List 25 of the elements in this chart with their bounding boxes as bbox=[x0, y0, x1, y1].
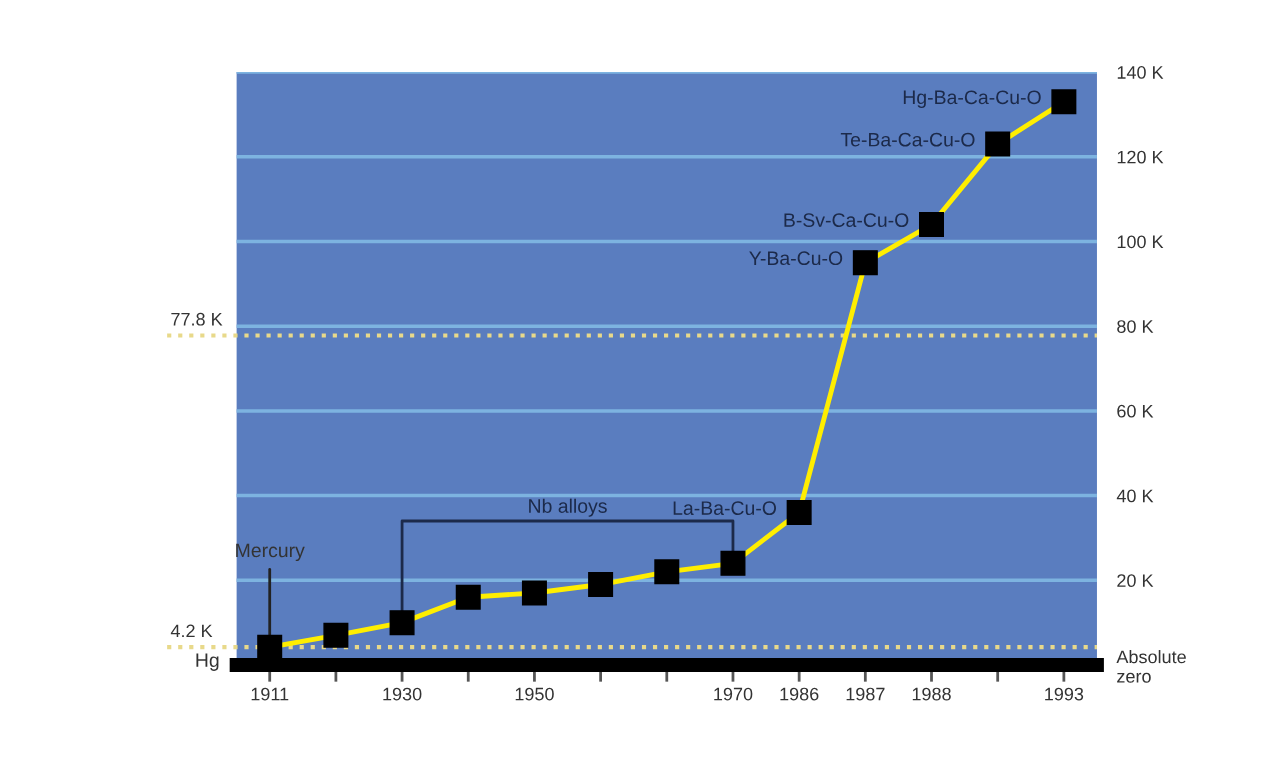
y-tick-label: 140 K bbox=[1117, 66, 1164, 79]
x-tick-label: 1911 bbox=[251, 687, 289, 701]
ref-line-label: 77.8 K bbox=[171, 312, 223, 326]
annotation: Nb alloys bbox=[529, 498, 607, 517]
y-tick-label: 40 K bbox=[1116, 489, 1154, 503]
x-tick-label: 1970 bbox=[714, 687, 753, 701]
y-tick-label: 120 K bbox=[1117, 150, 1164, 164]
data-label: Te-Ba-Ca-Cu-O bbox=[840, 132, 975, 147]
data-label: Y-Ba-Cu-O bbox=[749, 251, 843, 266]
y-tick-label: 80 K bbox=[1117, 320, 1154, 333]
x-tick-label: 1950 bbox=[515, 687, 554, 701]
x-tick-label: 1986 bbox=[780, 687, 819, 701]
x-tick-label: 1988 bbox=[912, 687, 951, 701]
y-tick-label: Absolute zero bbox=[1116, 650, 1186, 683]
ref-line-label: 4.2 K bbox=[170, 624, 213, 638]
data-label: La-Ba-Cu-O bbox=[673, 501, 776, 515]
y-tick-label: 20 K bbox=[1117, 574, 1154, 588]
data-label: Hg-Ba-Ca-Cu-O bbox=[903, 90, 1041, 109]
x-tick-label: 1993 bbox=[1045, 687, 1084, 701]
y-tick-label: 60 K bbox=[1117, 404, 1154, 418]
data-label: B-Sv-Ca-Cu-O bbox=[784, 213, 909, 227]
x-tick-label: 1930 bbox=[383, 687, 422, 701]
annotation: Hg bbox=[196, 653, 219, 671]
x-tick-label: 1987 bbox=[846, 687, 885, 701]
y-tick-label: 100 K bbox=[1117, 235, 1164, 249]
